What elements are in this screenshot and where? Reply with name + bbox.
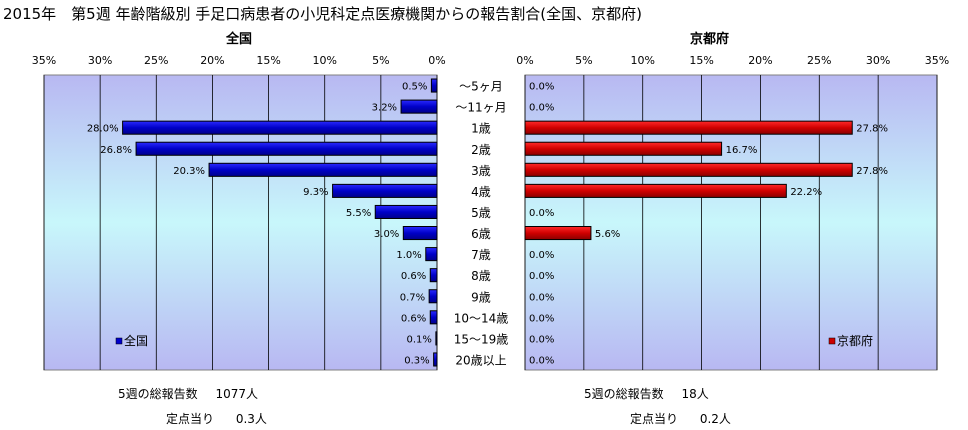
left-tick-label: 10% xyxy=(312,54,336,67)
left-data-label: 0.5% xyxy=(402,82,427,93)
left-data-label: 26.8% xyxy=(100,145,132,156)
left-total: 5週の総報告数 1077人 xyxy=(118,385,258,402)
right-data-label: 0.0% xyxy=(529,103,554,114)
right-total: 5週の総報告数 18人 xyxy=(584,385,709,402)
left-bar xyxy=(402,226,438,241)
left-tick-label: 5% xyxy=(372,54,389,67)
left-bar xyxy=(122,120,438,135)
right-data-label: 27.8% xyxy=(856,124,888,135)
category-label: 8歳 xyxy=(471,269,491,283)
left-data-label: 0.6% xyxy=(401,313,426,324)
left-tick-label: 30% xyxy=(88,54,112,67)
category-label: ～11ヶ月 xyxy=(455,101,506,115)
right-per-site: 定点当り 0.2人 xyxy=(630,410,731,427)
left-tick-label: 15% xyxy=(256,54,280,67)
left-plot-area xyxy=(43,74,438,371)
left-legend-swatch xyxy=(115,337,123,345)
left-bar xyxy=(433,352,438,367)
left-data-label: 28.0% xyxy=(87,124,119,135)
left-tick-label: 20% xyxy=(200,54,224,67)
left-bar xyxy=(332,183,438,198)
right-panel-title: 京都府 xyxy=(690,32,730,47)
left-bar xyxy=(435,331,438,346)
right-data-label: 0.0% xyxy=(529,208,554,219)
chart-canvas: 0% 5% 10% 15% 20% 25% 30% 35% 0.5% 3.2% 28.0% 26.8%… xyxy=(32,54,949,371)
left-data-label: 0.3% xyxy=(404,355,429,366)
category-label: 4歳 xyxy=(471,185,491,199)
right-tick-label: 5% xyxy=(575,54,592,67)
right-tick-label: 10% xyxy=(630,54,654,67)
right-data-label: 0.0% xyxy=(529,250,554,261)
right-per-label: 定点当り xyxy=(630,412,679,426)
category-label: 7歳 xyxy=(471,248,491,262)
left-per-site: 定点当り 0.3人 xyxy=(166,410,267,427)
left-total-value: 1077人 xyxy=(215,387,259,401)
right-total-value: 18人 xyxy=(681,387,709,401)
right-tick-label: 35% xyxy=(925,54,949,67)
right-total-label: 5週の総報告数 xyxy=(584,387,664,401)
category-label: ～5ヶ月 xyxy=(459,80,503,94)
category-label: 15～19歳 xyxy=(454,332,509,346)
right-bar xyxy=(524,162,853,177)
right-data-label: 16.7% xyxy=(726,145,758,156)
left-per-label: 定点当り xyxy=(166,412,215,426)
left-bar xyxy=(400,99,438,114)
right-data-label: 22.2% xyxy=(790,187,822,198)
left-bar xyxy=(425,247,438,262)
right-tick-label: 0% xyxy=(516,54,533,67)
left-data-label: 3.0% xyxy=(374,229,399,240)
left-total-label: 5週の総報告数 xyxy=(118,387,198,401)
left-data-label: 0.7% xyxy=(400,292,425,303)
left-bar xyxy=(430,78,438,93)
right-bar xyxy=(524,226,592,241)
right-data-label: 5.6% xyxy=(595,229,620,240)
left-bar xyxy=(374,204,438,219)
category-label: 5歳 xyxy=(471,206,491,220)
right-tick-label: 30% xyxy=(866,54,890,67)
right-tick-label: 15% xyxy=(689,54,713,67)
left-tick-label: 35% xyxy=(32,54,56,67)
left-tick-label: 25% xyxy=(144,54,168,67)
right-data-label: 0.0% xyxy=(529,334,554,345)
right-legend-swatch xyxy=(828,337,836,345)
category-label: 10～14歳 xyxy=(454,311,509,325)
category-label: 6歳 xyxy=(471,227,491,241)
right-data-label: 0.0% xyxy=(529,82,554,93)
left-bar xyxy=(429,310,438,325)
right-tick-label: 25% xyxy=(807,54,831,67)
category-label: 20歳以上 xyxy=(455,353,506,367)
left-bar xyxy=(428,289,438,304)
right-plot-area xyxy=(524,74,938,371)
right-tick-label: 20% xyxy=(748,54,772,67)
category-label: 2歳 xyxy=(471,143,491,157)
left-per-value: 0.3人 xyxy=(235,412,267,426)
left-data-label: 5.5% xyxy=(346,208,371,219)
category-label: 3歳 xyxy=(471,164,491,178)
left-panel-title: 全国 xyxy=(226,32,253,47)
left-data-label: 0.6% xyxy=(401,271,426,282)
right-data-label: 0.0% xyxy=(529,355,554,366)
right-bar xyxy=(524,141,723,156)
left-bar xyxy=(429,268,438,283)
left-bar xyxy=(208,162,438,177)
left-data-label: 0.1% xyxy=(406,334,431,345)
left-tick-label: 0% xyxy=(428,54,445,67)
category-label: 9歳 xyxy=(471,290,491,304)
right-data-label: 0.0% xyxy=(529,271,554,282)
left-legend-label: 全国 xyxy=(124,333,148,348)
left-data-label: 1.0% xyxy=(396,250,421,261)
right-legend-label: 京都府 xyxy=(837,333,873,348)
right-bar xyxy=(524,183,787,198)
left-data-label: 9.3% xyxy=(303,187,328,198)
right-data-label: 0.0% xyxy=(529,313,554,324)
right-bar xyxy=(524,120,853,135)
left-bar xyxy=(135,141,438,156)
left-data-label: 3.2% xyxy=(372,103,397,114)
category-label: 1歳 xyxy=(471,122,491,136)
left-data-label: 20.3% xyxy=(173,166,205,177)
right-data-label: 0.0% xyxy=(529,292,554,303)
right-per-value: 0.2人 xyxy=(699,412,731,426)
page-title: 2015年 第5週 年齢階級別 手足口病患者の小児科定点医療機関からの報告割合(… xyxy=(3,5,642,23)
right-data-label: 27.8% xyxy=(856,166,888,177)
